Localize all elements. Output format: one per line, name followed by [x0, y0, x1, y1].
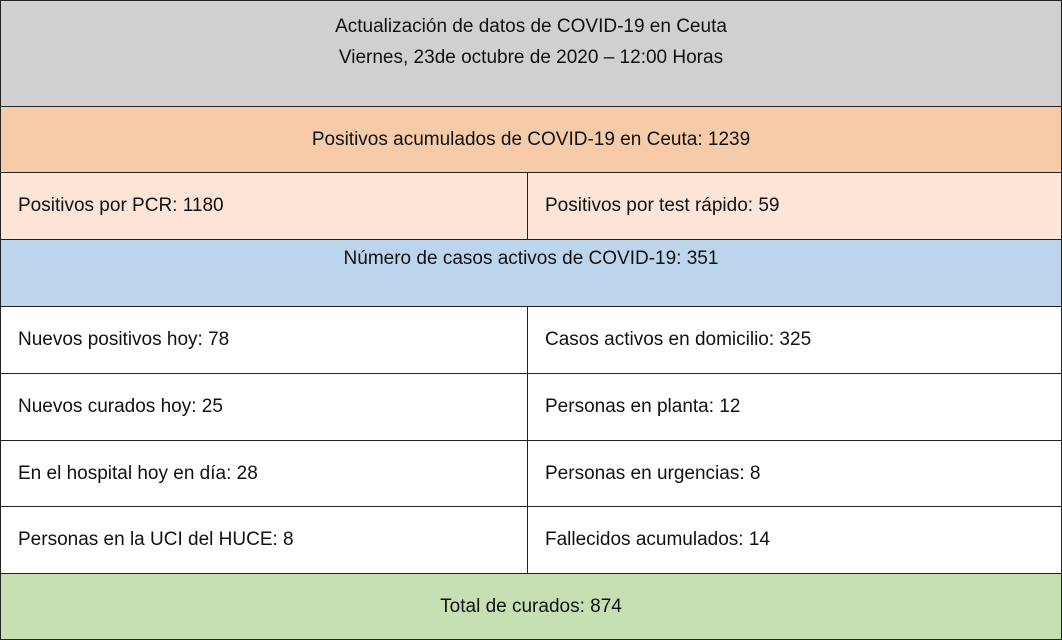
stats-row: Nuevos positivos hoy: 78 Casos activos e…	[1, 307, 1061, 374]
positivos-acumulados-row: Positivos acumulados de COVID-19 en Ceut…	[1, 107, 1061, 173]
header-title: Actualización de datos de COVID-19 en Ce…	[335, 16, 727, 37]
casos-domicilio: Casos activos en domicilio: 325	[527, 307, 1061, 373]
positivos-test-rapido: Positivos por test rápido: 59	[527, 173, 1061, 239]
casos-activos: Número de casos activos de COVID-19: 351	[343, 248, 719, 269]
header-row: Actualización de datos de COVID-19 en Ce…	[1, 1, 1061, 107]
total-curados-row: Total de curados: 874	[1, 574, 1061, 639]
positivos-desglose-row: Positivos por PCR: 1180 Positivos por te…	[1, 173, 1061, 240]
stats-row: Personas en la UCI del HUCE: 8 Fallecido…	[1, 507, 1061, 574]
stats-row: Nuevos curados hoy: 25 Personas en plant…	[1, 374, 1061, 441]
personas-urgencias: Personas en urgencias: 8	[527, 441, 1061, 506]
stats-row: En el hospital hoy en día: 28 Personas e…	[1, 441, 1061, 507]
personas-uci: Personas en la UCI del HUCE: 8	[18, 529, 294, 550]
positivos-pcr: Positivos por PCR: 1180	[18, 195, 224, 216]
total-curados: Total de curados: 874	[440, 595, 622, 617]
personas-planta: Personas en planta: 12	[527, 374, 1061, 440]
casos-activos-row: Número de casos activos de COVID-19: 351	[1, 240, 1061, 307]
nuevos-curados: Nuevos curados hoy: 25	[18, 396, 223, 417]
nuevos-positivos: Nuevos positivos hoy: 78	[18, 329, 230, 350]
fallecidos-acumulados: Fallecidos acumulados: 14	[527, 507, 1061, 573]
header-subtitle: Viernes, 23de octubre de 2020 – 12:00 Ho…	[338, 47, 724, 68]
positivos-acumulados: Positivos acumulados de COVID-19 en Ceut…	[311, 128, 751, 150]
en-hospital: En el hospital hoy en día: 28	[18, 462, 258, 484]
header-cell: Actualización de datos de COVID-19 en Ce…	[1, 1, 1061, 106]
